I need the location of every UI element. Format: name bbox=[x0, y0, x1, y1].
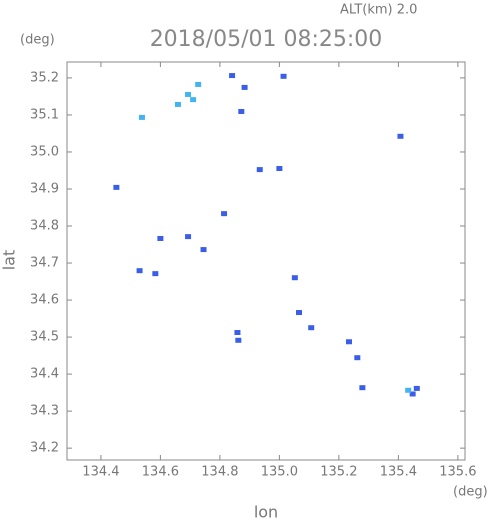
x-tick-label: 135.6 bbox=[439, 465, 476, 480]
echo bbox=[157, 235, 164, 241]
echo bbox=[185, 234, 192, 240]
echo bbox=[138, 114, 145, 120]
x-tick-label: 135.0 bbox=[261, 465, 298, 480]
echo bbox=[241, 84, 248, 90]
y-tick-label: 35.0 bbox=[30, 144, 59, 159]
y-unit: (deg) bbox=[20, 33, 55, 48]
echo bbox=[359, 385, 366, 391]
echo bbox=[229, 73, 236, 79]
echo bbox=[221, 211, 228, 217]
plot-frame bbox=[66, 61, 466, 461]
x-tick-label: 135.4 bbox=[380, 465, 417, 480]
echo bbox=[409, 391, 416, 397]
echo bbox=[185, 91, 192, 97]
echo bbox=[291, 275, 298, 281]
x-axis-label: lon bbox=[254, 503, 278, 521]
echo bbox=[234, 330, 241, 336]
y-tick-label: 35.2 bbox=[30, 70, 59, 85]
y-tick-label: 34.8 bbox=[30, 219, 59, 234]
echo bbox=[113, 184, 120, 190]
echo bbox=[152, 271, 159, 277]
y-tick-label: 34.7 bbox=[30, 256, 59, 271]
y-axis-label: lat bbox=[0, 250, 19, 271]
chart-title: 2018/05/01 08:25:00 bbox=[150, 27, 383, 52]
y-tick-label: 34.3 bbox=[30, 404, 59, 419]
y-tick-label: 34.9 bbox=[30, 181, 59, 196]
y-tick-label: 35.1 bbox=[30, 107, 59, 122]
echo bbox=[256, 167, 263, 173]
x-tick-label: 135.2 bbox=[320, 465, 357, 480]
echo bbox=[345, 339, 352, 345]
echo bbox=[280, 73, 287, 79]
echo bbox=[296, 310, 303, 316]
x-unit: (deg) bbox=[453, 485, 488, 500]
y-tick-label: 34.4 bbox=[30, 367, 59, 382]
x-tick-label: 134.6 bbox=[142, 465, 179, 480]
echo bbox=[413, 385, 420, 391]
subtitle: ALT(km) 2.0 bbox=[340, 3, 417, 18]
echo bbox=[190, 97, 197, 103]
y-tick-label: 34.2 bbox=[30, 441, 59, 456]
echo bbox=[308, 325, 315, 331]
echo bbox=[276, 165, 283, 171]
echo bbox=[238, 108, 245, 114]
echo bbox=[397, 133, 404, 139]
echo bbox=[354, 355, 361, 361]
y-tick-label: 34.6 bbox=[30, 293, 59, 308]
x-tick-label: 134.4 bbox=[82, 465, 119, 480]
echo bbox=[200, 247, 207, 253]
echo bbox=[405, 387, 412, 393]
echo bbox=[136, 268, 143, 274]
y-tick-label: 34.5 bbox=[30, 330, 59, 345]
echo bbox=[195, 81, 202, 87]
echo bbox=[235, 337, 242, 343]
echo bbox=[174, 101, 181, 107]
x-tick-label: 134.8 bbox=[201, 465, 238, 480]
